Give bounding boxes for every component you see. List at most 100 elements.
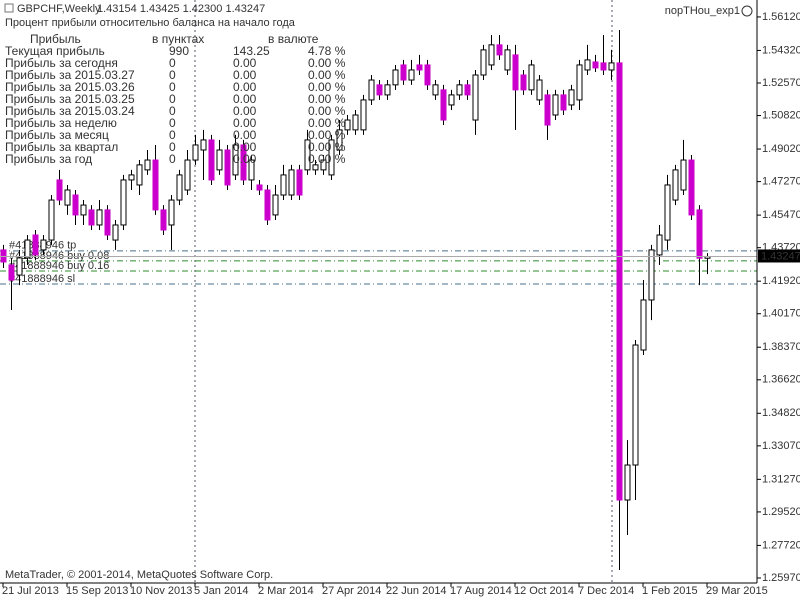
candle-body [304, 139, 311, 171]
x-tick-label: 2 Mar 2014 [258, 585, 314, 597]
candle-body [368, 79, 375, 101]
panel-cell: 990 [169, 44, 189, 58]
panel-cell: 0.00 [233, 152, 257, 166]
candle-body [104, 209, 111, 236]
x-tick-label: 22 Jun 2014 [386, 585, 447, 597]
candle-body [632, 344, 639, 466]
candle-body [72, 194, 79, 216]
panel-cell: 0.00 % [308, 56, 346, 70]
copyright: MetaTrader, © 2001-2014, MetaQuotes Soft… [5, 569, 273, 581]
candle-body [456, 84, 463, 96]
panel-cell: 0.00 % [308, 128, 346, 142]
candle-body [216, 149, 223, 171]
candle-body [552, 94, 559, 116]
candle-body [624, 464, 631, 501]
x-tick-label: 29 Mar 2015 [706, 585, 768, 597]
y-tick-label: 1.54320 [762, 44, 800, 56]
symbol: GBPCHF,Weekly [17, 3, 101, 15]
candle-body [64, 189, 71, 206]
candle-body [592, 61, 599, 69]
y-tick-label: 1.50820 [762, 109, 800, 121]
candle-body [160, 209, 167, 231]
panel-cell: Прибыль за год [5, 152, 92, 166]
candle-body [200, 139, 207, 151]
candle-body [400, 64, 407, 81]
candle-body [472, 74, 479, 121]
y-tick-label: 1.56120 [762, 11, 800, 23]
candle-body [496, 44, 503, 56]
candle-body [288, 169, 295, 196]
panel-cell: 0.00 [233, 104, 257, 118]
x-tick-label: 1 Feb 2015 [642, 585, 698, 597]
candle-body [688, 159, 695, 216]
y-tick-label: 1.31270 [762, 473, 800, 485]
panel-cell: 143.25 [233, 44, 270, 58]
y-tick-label: 1.27720 [762, 539, 800, 551]
candle-body [544, 94, 551, 126]
candle-body [656, 234, 663, 256]
candle-body [344, 119, 351, 131]
x-tick-label: 12 Oct 2014 [514, 585, 574, 597]
panel-cell: 0 [169, 56, 176, 70]
panel-cell: Прибыль за 2015.03.25 [5, 92, 135, 106]
order-label: #41888946 buy 0.16 [9, 260, 109, 272]
y-tick-label: 1.36620 [762, 374, 800, 386]
y-tick-label: 1.47270 [762, 176, 800, 188]
candle-body [512, 54, 519, 91]
panel-cell: 0.00 % [308, 68, 346, 82]
x-tick-label: 21 Jul 2013 [2, 585, 59, 597]
candle-body [440, 89, 447, 121]
panel-cell: 0.00 % [308, 140, 346, 154]
panel-cell: 4.78 % [308, 44, 346, 58]
candle-body [648, 249, 655, 301]
panel-header: в валюте [268, 32, 319, 46]
candle-body [568, 89, 575, 106]
panel-cell: 0.00 % [308, 80, 346, 94]
panel-cell: 0.00 [233, 56, 257, 70]
candle-body [224, 149, 231, 186]
y-tick-label: 1.52570 [762, 77, 800, 89]
candle-body [528, 64, 535, 91]
candle-body [416, 64, 423, 71]
candle-body [464, 84, 471, 96]
candle-body [136, 164, 143, 186]
panel-cell: 0.00 % [308, 92, 346, 106]
candle-body [8, 264, 15, 281]
candle-body [192, 144, 199, 161]
candle-body [248, 159, 255, 181]
candle-body [536, 79, 543, 101]
panel-cell: 0 [169, 152, 176, 166]
y-tick-label: 1.34820 [762, 407, 800, 419]
candle-body [80, 204, 87, 216]
x-tick-label: 5 Jan 2014 [194, 585, 248, 597]
panel-cell: 0 [169, 68, 176, 82]
panel-cell: 0 [169, 128, 176, 142]
bid-label: 1.43247 [761, 250, 800, 262]
candle-body [584, 59, 591, 71]
candle-body [48, 199, 55, 241]
panel-cell: 0.00 % [308, 116, 346, 130]
candle-body [336, 129, 343, 151]
panel-cell: 0.00 [233, 128, 257, 142]
candle-body [32, 234, 39, 256]
candle-body [144, 159, 151, 171]
candle-body [600, 62, 607, 71]
candle-body [360, 99, 367, 131]
candle-body [232, 144, 239, 176]
panel-cell: 0.00 [233, 92, 257, 106]
y-tick-label: 1.41920 [762, 275, 800, 287]
symbol-icon [4, 3, 14, 13]
candle-body [520, 74, 527, 91]
candle-body [376, 84, 383, 96]
candle-body [384, 84, 391, 96]
candle-body [672, 169, 679, 201]
candle-body [208, 139, 215, 181]
panel-header: Прибыль [30, 32, 81, 46]
panel-cell: 0.00 [233, 140, 257, 154]
candle-body [320, 159, 327, 171]
panel-header: в пунктах [152, 32, 204, 46]
panel-cell: Прибыль за месяц [5, 128, 109, 142]
candle-body [392, 69, 399, 86]
